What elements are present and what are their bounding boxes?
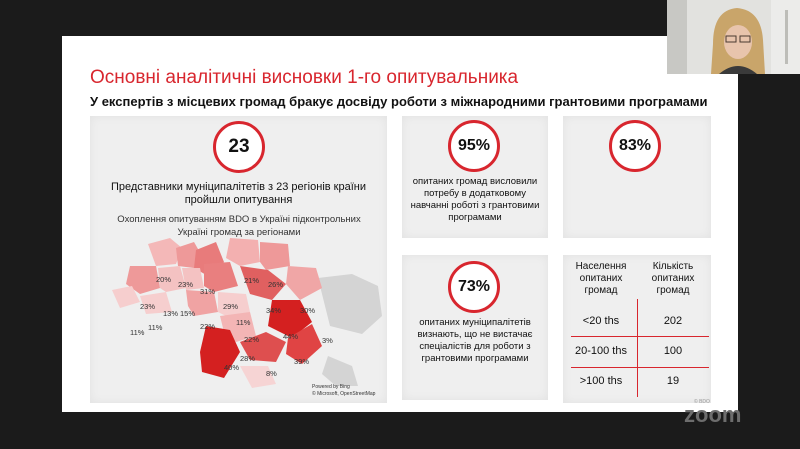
- stat-73-panel: 73% опитаних муніципалітетів визнають, щ…: [402, 255, 548, 400]
- region-label: 31%: [200, 287, 215, 296]
- bdo-watermark: © BDO: [694, 399, 710, 405]
- map-title: Охоплення опитуванням BDO в Україні підк…: [117, 214, 361, 238]
- stat-83-ring: 83%: [609, 120, 661, 172]
- regions-caption: Представники муніципалітетів з 23 регіон…: [110, 181, 366, 206]
- stat-73-caption: опитаних муніципалітетів визнають, що не…: [417, 317, 533, 364]
- table-cell-population: 20-100 ths: [575, 345, 627, 357]
- map-panel: 23 Представники муніципалітетів з 23 рег…: [90, 116, 387, 403]
- map-credit-line2: © Microsoft, OpenStreetMap: [312, 391, 376, 397]
- region-label: 44%: [283, 332, 298, 341]
- region-label: 13%: [163, 309, 178, 318]
- population-column-header: Населення опитаних громад: [575, 261, 627, 296]
- region-label: 22%: [200, 322, 215, 331]
- table-row-divider: [571, 367, 709, 368]
- region-label: 11%: [130, 328, 145, 337]
- regions-stat: 23: [228, 136, 250, 157]
- region-label: 21%: [244, 276, 259, 285]
- region-label: 8%: [266, 369, 277, 378]
- table-cell-count: 202: [663, 315, 683, 327]
- region-label: 26%: [268, 280, 283, 289]
- region-label: 40%: [224, 363, 239, 372]
- region-label: 39%: [294, 357, 309, 366]
- stat-73-value: 73%: [457, 278, 491, 295]
- table-row-divider: [571, 336, 709, 337]
- zoom-logo: zoom: [684, 402, 742, 427]
- region-label: 11%: [236, 318, 251, 327]
- slide-subtitle: У експертів з місцевих громад бракує дос…: [90, 94, 708, 109]
- stat-95-ring: 95%: [448, 120, 500, 172]
- stat-83-value: 83%: [618, 137, 652, 154]
- ukraine-coverage-map: 20% 23% 31% 21% 26% 23% 13% 15% 29% 34% …: [112, 238, 382, 388]
- region-label: 29%: [223, 302, 238, 311]
- stat-83-panel: 83%: [563, 116, 711, 238]
- table-cell-count: 19: [666, 375, 680, 387]
- region-label: 15%: [180, 309, 195, 318]
- stat-95-caption: опитаних громад висловили потребу в дода…: [410, 176, 540, 223]
- region-label: 23%: [178, 280, 193, 289]
- region-label: 28%: [240, 354, 255, 363]
- participant-video-tile[interactable]: [667, 0, 800, 74]
- map-region-labels: 20% 23% 31% 21% 26% 23% 13% 15% 29% 34% …: [130, 275, 333, 378]
- region-label: 30%: [300, 306, 315, 315]
- regions-stat-ring: 23: [213, 121, 265, 173]
- count-column-header: Кількість опитаних громад: [651, 261, 695, 296]
- region-label: 20%: [156, 275, 171, 284]
- population-table-panel: Населення опитаних громад Кількість опит…: [563, 255, 711, 403]
- region-label: 34%: [266, 306, 281, 315]
- table-cell-count: 100: [663, 345, 683, 357]
- ukraine-map-shape: [112, 238, 382, 388]
- region-label: 3%: [322, 336, 333, 345]
- stat-73-ring: 73%: [448, 261, 500, 313]
- table-cell-population: <20 ths: [582, 315, 620, 327]
- map-credit: Powered by Bing © Microsoft, OpenStreetM…: [312, 384, 375, 398]
- shared-slide: Основні аналітичні висновки 1-го опитува…: [62, 36, 738, 412]
- participant-video: [667, 0, 800, 74]
- region-label: 23%: [140, 302, 155, 311]
- stat-95-value: 95%: [457, 137, 491, 154]
- region-label: 11%: [148, 323, 163, 332]
- stat-95-panel: 95% опитаних громад висловили потребу в …: [402, 116, 548, 238]
- slide-title: Основні аналітичні висновки 1-го опитува…: [90, 67, 519, 88]
- table-column-divider: [637, 299, 638, 397]
- map-credit-line1: Powered by Bing: [312, 384, 350, 390]
- region-label: 22%: [244, 335, 259, 344]
- table-cell-population: >100 ths: [579, 375, 623, 387]
